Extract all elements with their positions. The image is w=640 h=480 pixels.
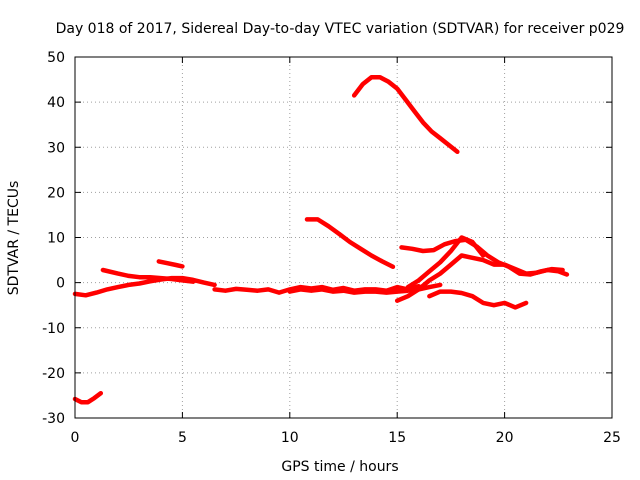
series-arc-12 — [427, 289, 529, 310]
y-tick-label: 0 — [56, 276, 65, 292]
y-tick-label: -30 — [42, 411, 65, 427]
series-arc-11 — [405, 235, 486, 290]
y-axis-label: SDTVAR / TECUs — [6, 181, 22, 296]
series-arc-8 — [351, 75, 460, 155]
x-tick-label: 10 — [281, 430, 299, 446]
x-axis-ticks: 0 5 10 15 20 25 — [71, 57, 621, 446]
chart-title: Day 018 of 2017, Sidereal Day-to-day VTE… — [56, 21, 625, 37]
x-tick-label: 15 — [388, 430, 406, 446]
x-tick-label: 5 — [178, 430, 187, 446]
series-arc-4 — [156, 259, 185, 269]
y-tick-label: 30 — [47, 140, 65, 156]
y-axis-ticks: -30 -20 -10 0 10 20 30 40 50 — [42, 50, 612, 427]
y-tick-label: 10 — [47, 231, 65, 247]
x-tick-label: 25 — [603, 430, 621, 446]
series-layer — [72, 75, 570, 405]
x-tick-label: 0 — [71, 430, 80, 446]
series-arc-1 — [72, 390, 104, 405]
x-tick-label: 20 — [496, 430, 514, 446]
y-tick-label: 50 — [47, 50, 65, 66]
series-arc-10 — [394, 253, 570, 303]
y-tick-label: 20 — [47, 185, 65, 201]
series-arc-7 — [304, 217, 396, 270]
series-arc-3 — [100, 267, 196, 284]
y-tick-label: 40 — [47, 95, 65, 111]
y-tick-label: -20 — [42, 366, 65, 382]
x-axis-label: GPS time / hours — [281, 459, 398, 475]
y-tick-label: -10 — [42, 321, 65, 337]
